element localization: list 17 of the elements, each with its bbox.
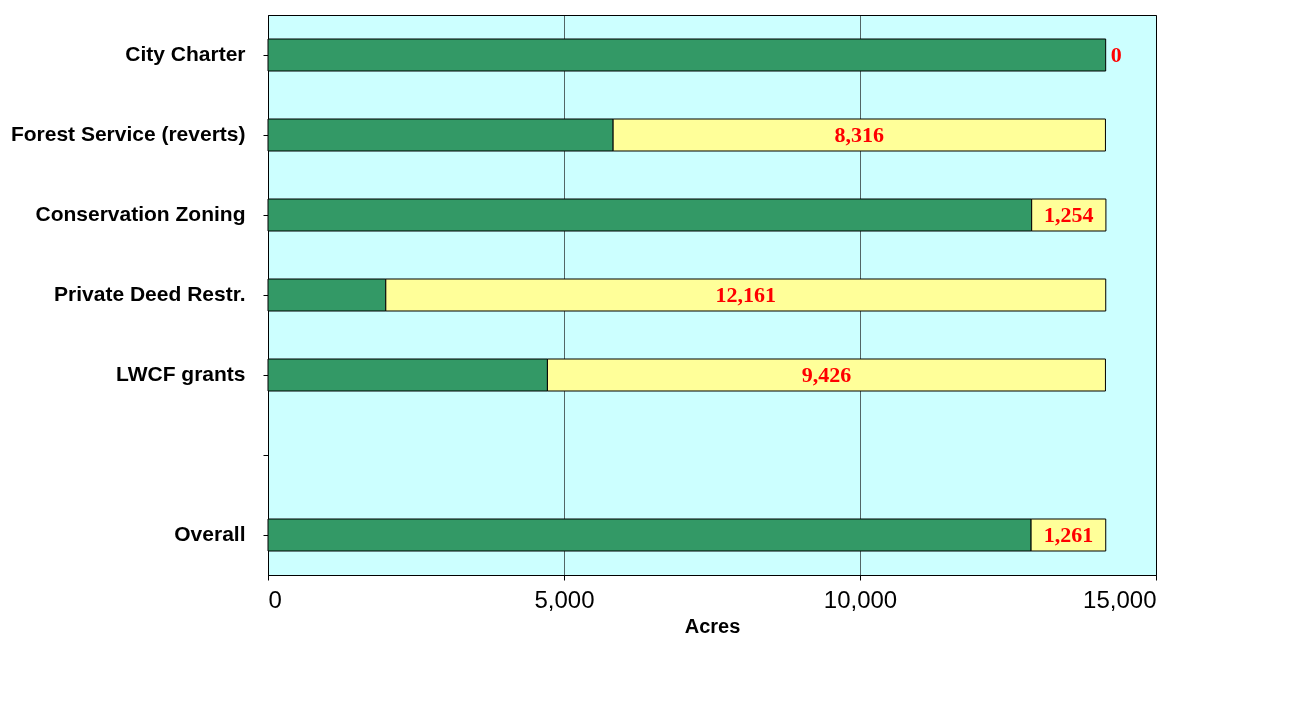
y-tick-label: Overall (174, 522, 246, 545)
x-axis-title: Acres (684, 614, 741, 637)
y-tick-label: Forest Service (reverts) (10, 122, 246, 145)
x-tick-label: 10,000 (823, 585, 898, 613)
data-label: 1,261 (1043, 522, 1094, 547)
y-tick-label: City Charter (125, 42, 246, 65)
y-tick-label: Conservation Zoning (35, 202, 246, 225)
y-tick-label: Private Deed Restr. (54, 282, 246, 305)
data-label: 12,161 (715, 282, 777, 307)
data-label: 0 (1110, 42, 1122, 67)
y-tick-label: LWCF grants (116, 362, 246, 385)
data-label: 8,316 (834, 122, 885, 147)
data-label: 9,426 (801, 362, 852, 387)
x-tick-label: 0 (268, 585, 282, 613)
x-tick-label: 5,000 (534, 585, 595, 613)
x-tick-label: 15,000 (1083, 585, 1157, 613)
data-label: 1,254 (1044, 202, 1094, 227)
